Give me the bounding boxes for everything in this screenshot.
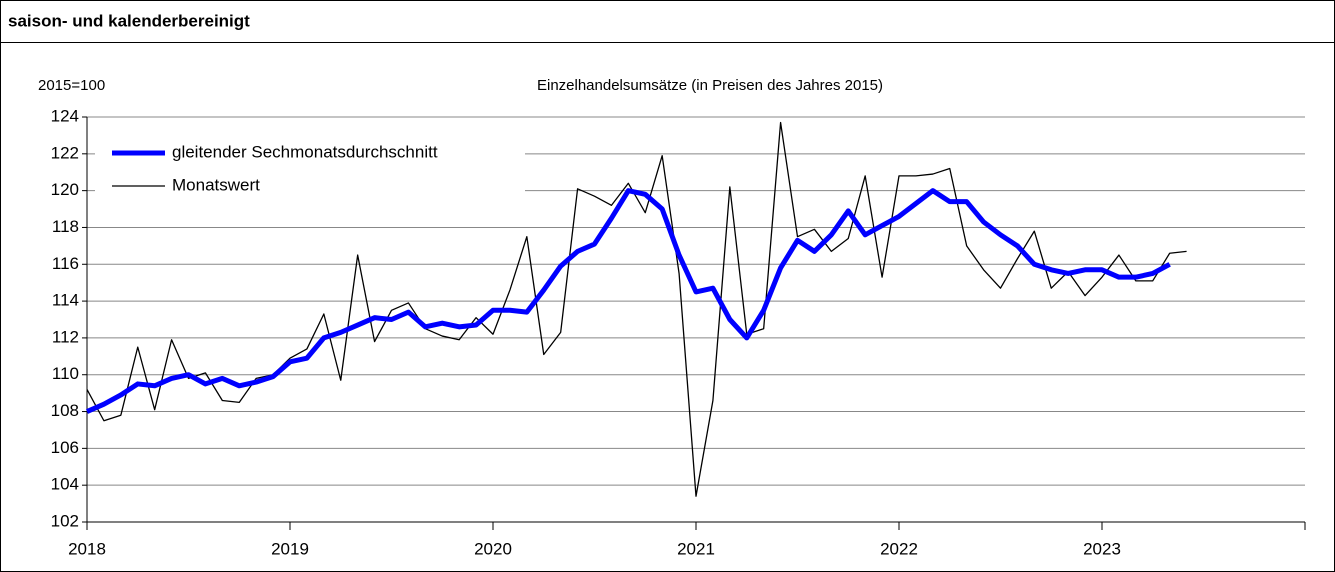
y-tick-label: 106: [51, 438, 79, 457]
legend-box: [95, 135, 525, 207]
x-tick-label: 2020: [474, 539, 512, 558]
y-tick-label: 104: [51, 475, 79, 494]
y-tick-label: 124: [51, 106, 79, 125]
legend-label: gleitender Sechmonatsdurchschnitt: [172, 142, 438, 161]
heading: saison- und kalenderbereinigt: [8, 11, 250, 30]
y-tick-label: 112: [52, 327, 79, 346]
y-tick-label: 116: [52, 254, 79, 273]
y-tick-label: 110: [52, 364, 79, 383]
y-tick-label: 120: [51, 180, 79, 199]
y-tick-label: 118: [52, 217, 79, 236]
x-tick-label: 2019: [271, 539, 309, 558]
y-tick-label: 102: [51, 511, 79, 530]
series-line: [86, 188, 1171, 414]
y-axis-label: 2015=100: [38, 77, 105, 94]
y-tick-label: 108: [51, 401, 79, 420]
legend-label: Monatswert: [172, 175, 260, 194]
x-tick-label: 2022: [880, 539, 918, 558]
x-tick-label: 2018: [68, 539, 106, 558]
y-tick-label: 114: [52, 291, 79, 310]
x-tick-label: 2023: [1083, 539, 1121, 558]
y-tick-label: 122: [51, 143, 79, 162]
x-tick-label: 2021: [677, 539, 715, 558]
chart-title: Einzelhandelsumsätze (in Preisen des Jah…: [537, 77, 883, 94]
